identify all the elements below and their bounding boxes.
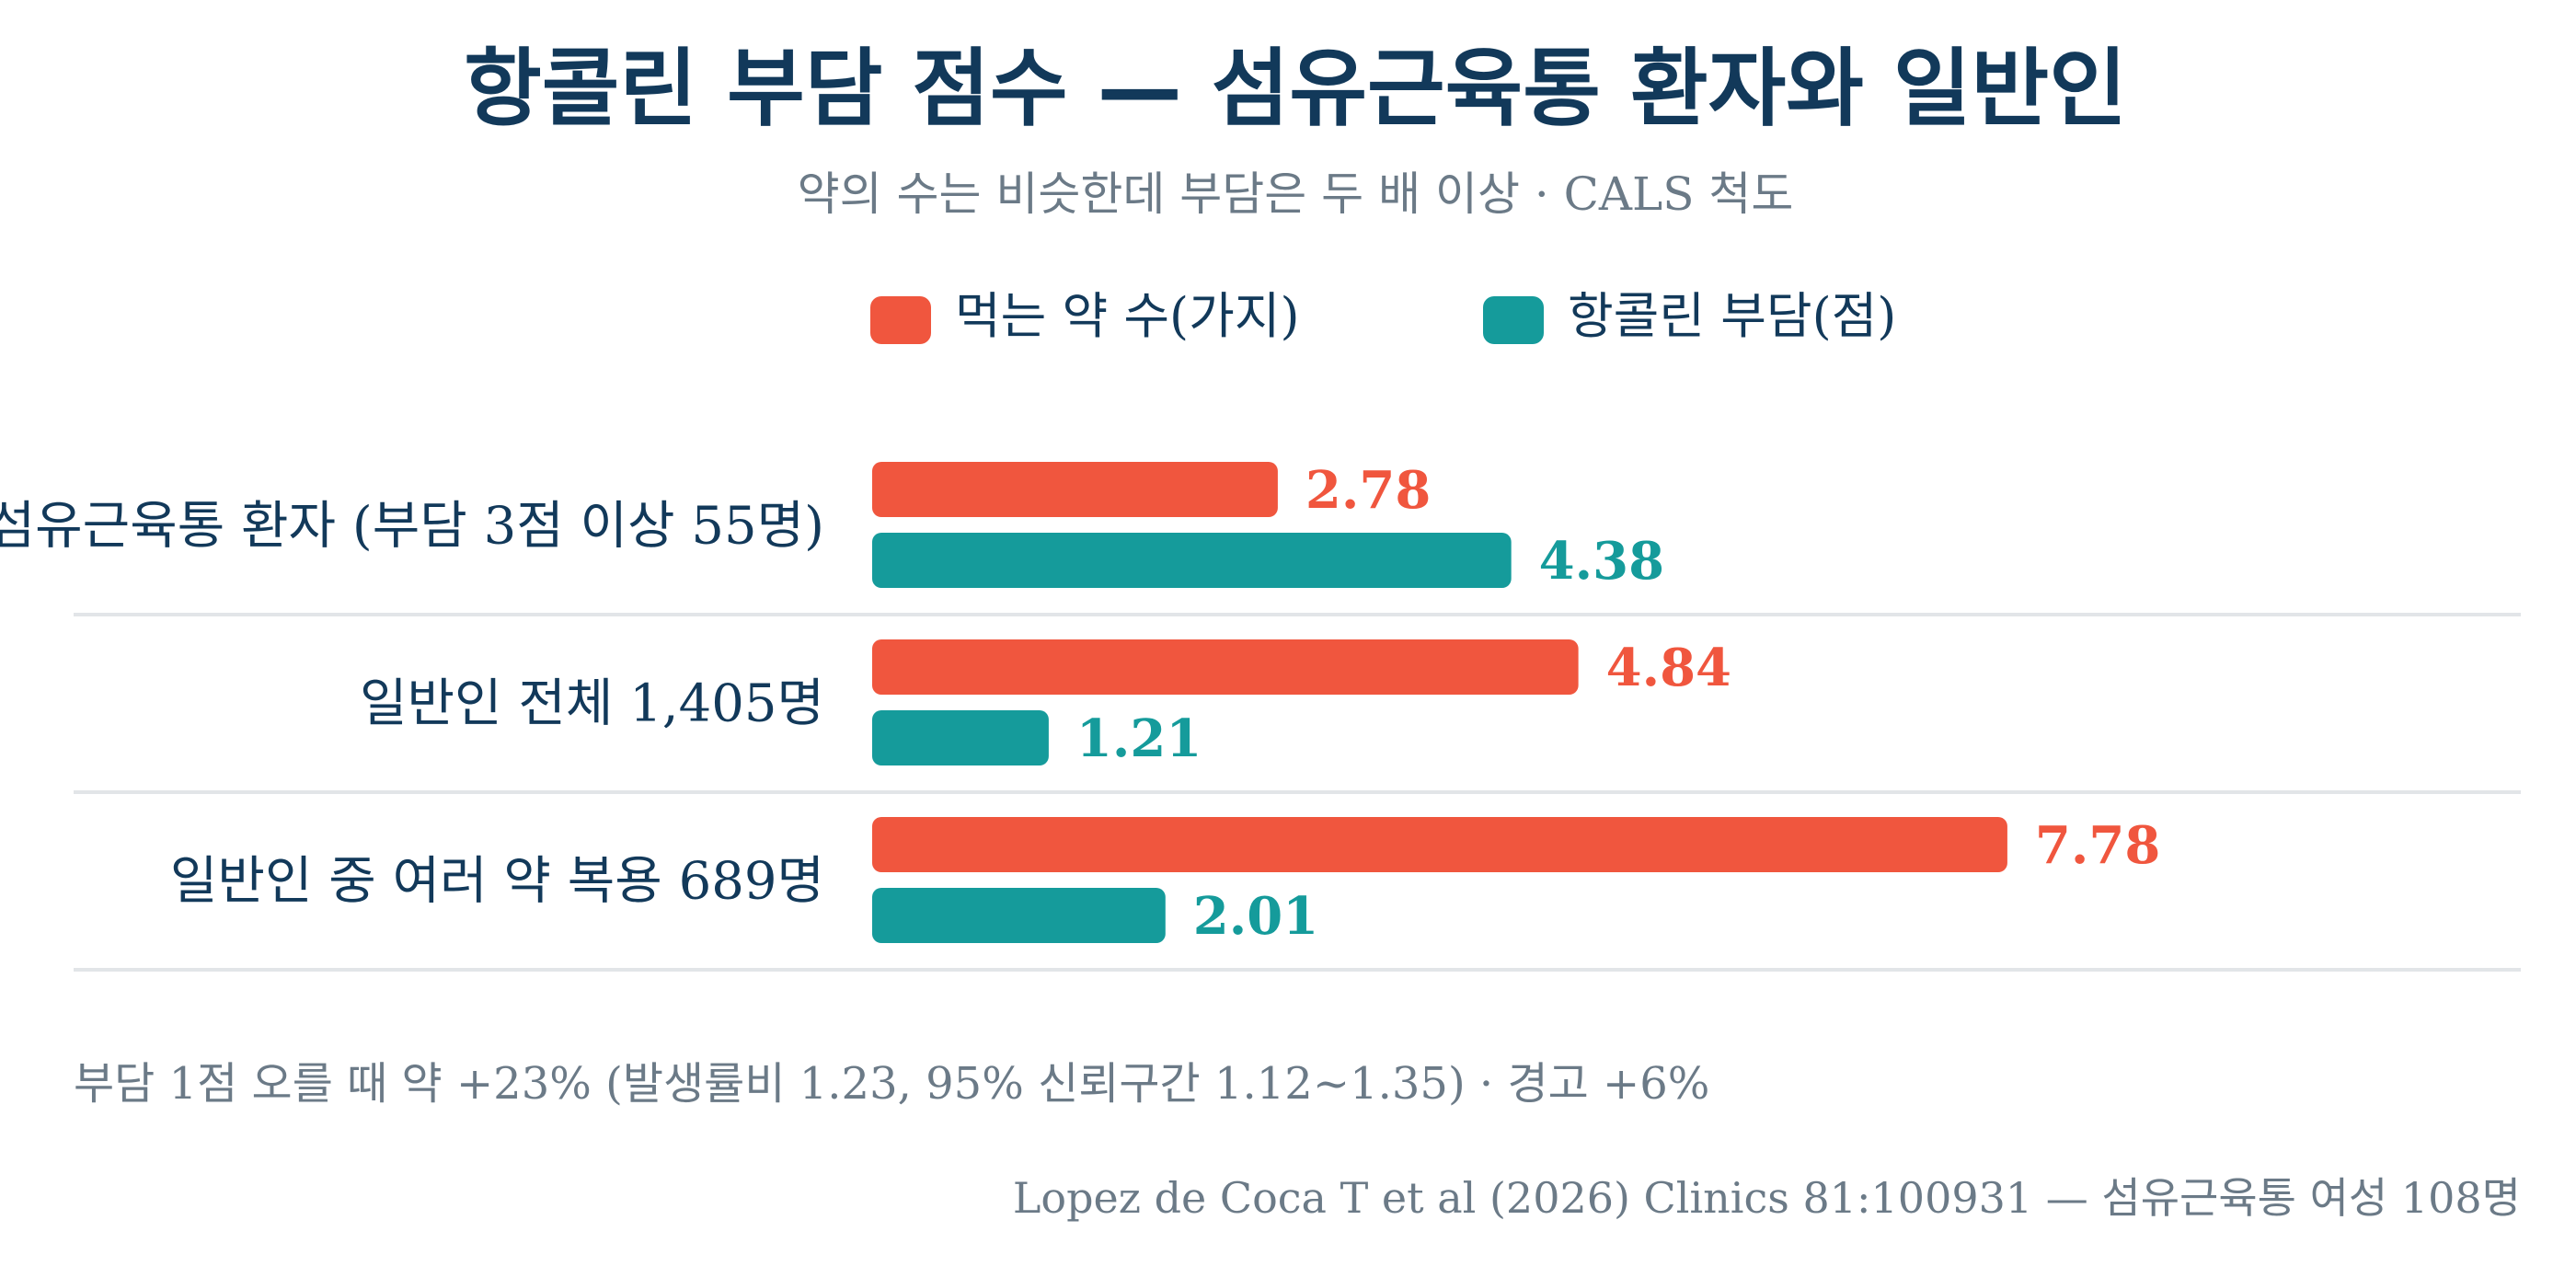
- value-label: 4.38: [1539, 531, 1664, 592]
- category-label: 섬유근육통 환자 (부담 3점 이상 55명): [0, 497, 824, 557]
- legend-swatch-meds: [870, 296, 931, 344]
- category-label: 일반인 전체 1,405명: [360, 674, 824, 734]
- legend: 먹는 약 수(가지) 항콜린 부담(점): [870, 287, 1896, 345]
- value-label: 2.01: [1193, 886, 1318, 947]
- plot-area: 섬유근육통 환자 (부담 3점 이상 55명) 2.78 4.38 일반인 전체 1,…: [0, 460, 2521, 972]
- legend-swatch-burden: [1483, 296, 1544, 344]
- bar: [872, 817, 2007, 872]
- bar: [872, 462, 1278, 517]
- bar: [872, 710, 1049, 765]
- legend-label-meds: 먹는 약 수(가지): [955, 287, 1300, 345]
- chart-title: 항콜린 부담 점수 — 섬유근육통 환자와 일반인: [464, 40, 2127, 138]
- value-label: 2.78: [1305, 460, 1431, 521]
- category-label: 일반인 중 여러 약 복용 689명: [170, 852, 824, 912]
- value-label: 7.78: [2035, 815, 2160, 876]
- bar: [872, 639, 1579, 695]
- legend-label-burden: 항콜린 부담(점): [1568, 287, 1896, 345]
- value-label: 1.21: [1076, 708, 1202, 769]
- chart-subtitle: 약의 수는 비슷한데 부담은 두 배 이상 · CALS 척도: [798, 167, 1794, 221]
- bar: [872, 533, 1512, 588]
- bar: [872, 888, 1166, 943]
- chart-note: 부담 1점 오를 때 약 +23% (발생률비 1.23, 95% 신뢰구간 1…: [74, 1058, 1709, 1110]
- chart-source: Lopez de Coca T et al (2026) Clinics 81:…: [1013, 1173, 2521, 1223]
- value-label: 4.84: [1606, 638, 1731, 698]
